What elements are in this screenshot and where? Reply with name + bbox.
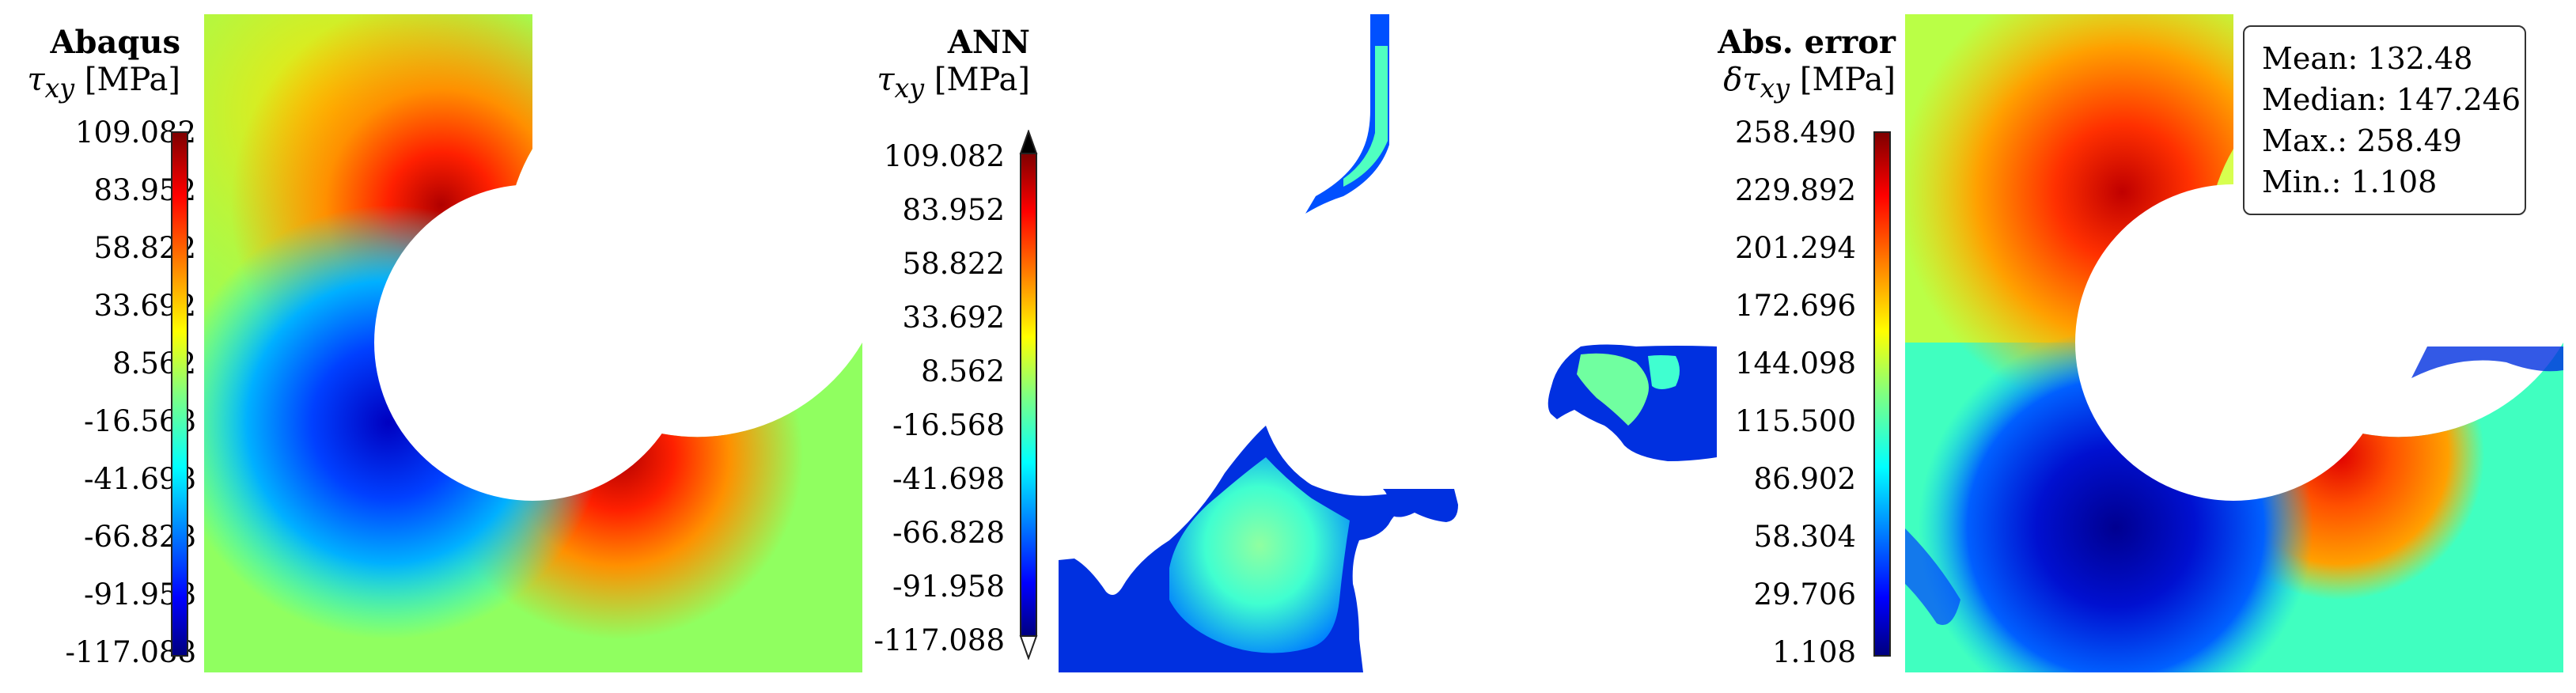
stats-mean: Mean: 132.48	[2262, 41, 2473, 76]
tick-label: 115.500	[1734, 404, 1856, 438]
tick-label: 144.098	[1734, 346, 1856, 381]
tick-label: 201.294	[1734, 231, 1856, 265]
quantity-label: τxy [MPa]	[27, 62, 180, 104]
tick-label: -66.828	[892, 516, 1005, 550]
stats-max: Max.: 258.49	[2262, 123, 2462, 158]
tick-label: 258.490	[1734, 116, 1856, 150]
colorbar-ticks: 109.082 83.952 58.822 33.692 8.562 -16.5…	[8, 0, 196, 693]
panel-abaqus: Abaqus τxy [MPa] 109.082 83.952 58.822 3…	[0, 0, 870, 693]
panel-title: Abs. error	[1718, 24, 1896, 61]
tick-label: 8.562	[921, 354, 1005, 388]
colorbar	[1873, 131, 1891, 657]
tick-label: 86.902	[1753, 462, 1856, 496]
tick-label: 58.304	[1753, 520, 1856, 554]
quantity-label: τxy [MPa]	[877, 62, 1030, 104]
stats-box: Mean: 132.48 Median: 147.246 Max.: 258.4…	[2243, 25, 2526, 215]
tick-label: 109.082	[883, 139, 1005, 173]
stress-field-ann	[1059, 14, 1717, 672]
panel-ann: ANN τxy [MPa] 109.082 83.952 58.822 33.6…	[854, 0, 1725, 693]
tick-label: 229.892	[1734, 173, 1856, 207]
tick-label: 172.696	[1734, 289, 1856, 323]
tick-label: -91.958	[892, 570, 1005, 604]
tick-label: 83.952	[902, 193, 1005, 227]
error-field	[1905, 14, 2563, 672]
stats-min: Min.: 1.108	[2262, 165, 2438, 199]
tick-label: -41.698	[892, 462, 1005, 496]
panel-abs-error: Abs. error δτxy [MPa] 258.490 229.892 20…	[1701, 0, 2576, 693]
tick-label: 1.108	[1772, 635, 1856, 669]
colorbar-ticks: 109.082 83.952 58.822 33.692 8.562 -16.5…	[854, 0, 1005, 693]
tick-label: 29.706	[1753, 578, 1856, 612]
panel-title: ANN	[947, 24, 1030, 61]
colorbar	[1019, 130, 1038, 660]
colorbar-ticks: 258.490 229.892 201.294 172.696 144.098 …	[1701, 0, 1856, 693]
colorbar	[171, 131, 188, 657]
tick-label: -117.088	[873, 623, 1005, 657]
stats-median: Median: 147.246	[2262, 82, 2521, 117]
panel-title: Abaqus	[50, 24, 181, 61]
tick-label: -16.568	[892, 408, 1005, 442]
stress-field-abaqus	[204, 14, 862, 672]
tick-label: 58.822	[902, 247, 1005, 281]
tick-label: 33.692	[902, 301, 1005, 335]
quantity-label: δτxy [MPa]	[1723, 62, 1896, 104]
